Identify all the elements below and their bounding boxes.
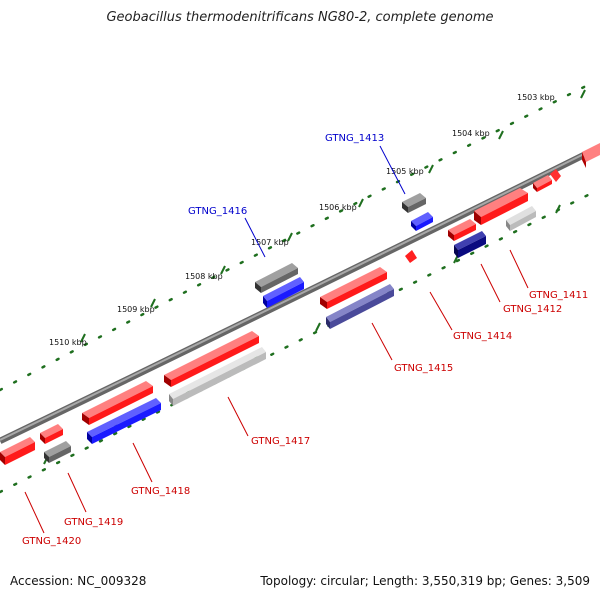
gene-label-1419[interactable]: GTNG_1419 — [64, 517, 123, 528]
kbp-major-tick — [150, 298, 156, 308]
genome-title: Geobacillus thermodenitrificans NG80-2, … — [106, 10, 494, 25]
gene-arrow-1416-blue[interactable] — [263, 277, 304, 308]
gene-labels: GTNG_1411 GTNG_1412 GTNG_1413 GTNG_1414 … — [22, 133, 588, 547]
gene-label-1416[interactable]: GTNG_1416 — [188, 206, 247, 217]
accession-text: Accession: NC_009328 — [10, 574, 147, 588]
kbp-major-tick — [498, 130, 504, 140]
backbone — [0, 144, 600, 444]
gene-pseudo-1416[interactable] — [255, 263, 298, 293]
kbp-label-1507: 1507 kbp — [251, 238, 289, 247]
gene-arrow-1420-red[interactable] — [0, 437, 35, 465]
gene-label-1415[interactable]: GTNG_1415 — [394, 363, 453, 374]
kbp-major-tick — [358, 198, 364, 208]
kbp-label-1506: 1506 kbp — [319, 203, 357, 212]
gene-pseudo-1413[interactable] — [402, 193, 426, 213]
kbp-label-1503: 1503 kbp — [517, 93, 555, 102]
kbp-scale: 1503 kbp 1504 kbp 1505 kbp 1506 kbp 1507… — [49, 89, 586, 347]
gene-arrow-1415-blue[interactable] — [326, 284, 394, 329]
gene-arrow-1412[interactable] — [474, 188, 528, 225]
kbp-label-1508: 1508 kbp — [185, 272, 223, 281]
kbp-major-tick — [428, 164, 434, 174]
gene-arrow-1414b[interactable] — [405, 250, 417, 263]
kbp-major-tick — [287, 232, 293, 242]
gene-label-1413[interactable]: GTNG_1413 — [325, 133, 384, 144]
gene-arrow-1418-blue[interactable] — [87, 398, 161, 444]
gene-label-1412[interactable]: GTNG_1412 — [503, 304, 562, 315]
gene-arrow-small-a[interactable] — [533, 175, 552, 192]
gene-arrow-1418-red[interactable] — [82, 381, 153, 425]
kbp-label-1505: 1505 kbp — [386, 167, 424, 176]
kbp-label-1509: 1509 kbp — [117, 305, 155, 314]
gene-arrow-1414a[interactable] — [448, 219, 476, 241]
topology-text: Topology: circular; Length: 3,550,319 bp… — [260, 574, 590, 588]
outer-tick-track — [0, 82, 592, 392]
gene-label-1414[interactable]: GTNG_1414 — [453, 331, 512, 342]
gene-arrow-small-b[interactable] — [550, 169, 561, 182]
kbp-label-1510: 1510 kbp — [49, 338, 87, 347]
kbp-major-tick — [80, 333, 86, 343]
gene-pseudo-1417[interactable] — [169, 347, 266, 406]
kbp-label-1504: 1504 kbp — [452, 129, 490, 138]
gene-label-1411[interactable]: GTNG_1411 — [529, 290, 588, 301]
gene-pseudo-1411[interactable] — [506, 206, 536, 231]
gene-label-1418[interactable]: GTNG_1418 — [131, 486, 190, 497]
gene-arrow-1415-red[interactable] — [320, 267, 387, 309]
gene-pseudo-1419[interactable] — [44, 441, 71, 463]
inner-tick-track — [0, 192, 592, 494]
gene-label-1417[interactable]: GTNG_1417 — [251, 436, 310, 447]
gene-arrow-topright[interactable] — [582, 143, 600, 168]
leader-lines — [24, 145, 529, 534]
gene-arrow-1414-blue[interactable] — [454, 231, 486, 258]
gene-arrow-1417-red[interactable] — [164, 331, 259, 387]
kbp-major-tick — [580, 89, 586, 99]
gene-features — [0, 143, 600, 465]
gene-arrow-1419-red[interactable] — [40, 424, 63, 444]
gene-arrow-1413-blue[interactable] — [411, 212, 433, 231]
kbp-major-tick — [220, 265, 226, 275]
gene-label-1420[interactable]: GTNG_1420 — [22, 536, 81, 547]
